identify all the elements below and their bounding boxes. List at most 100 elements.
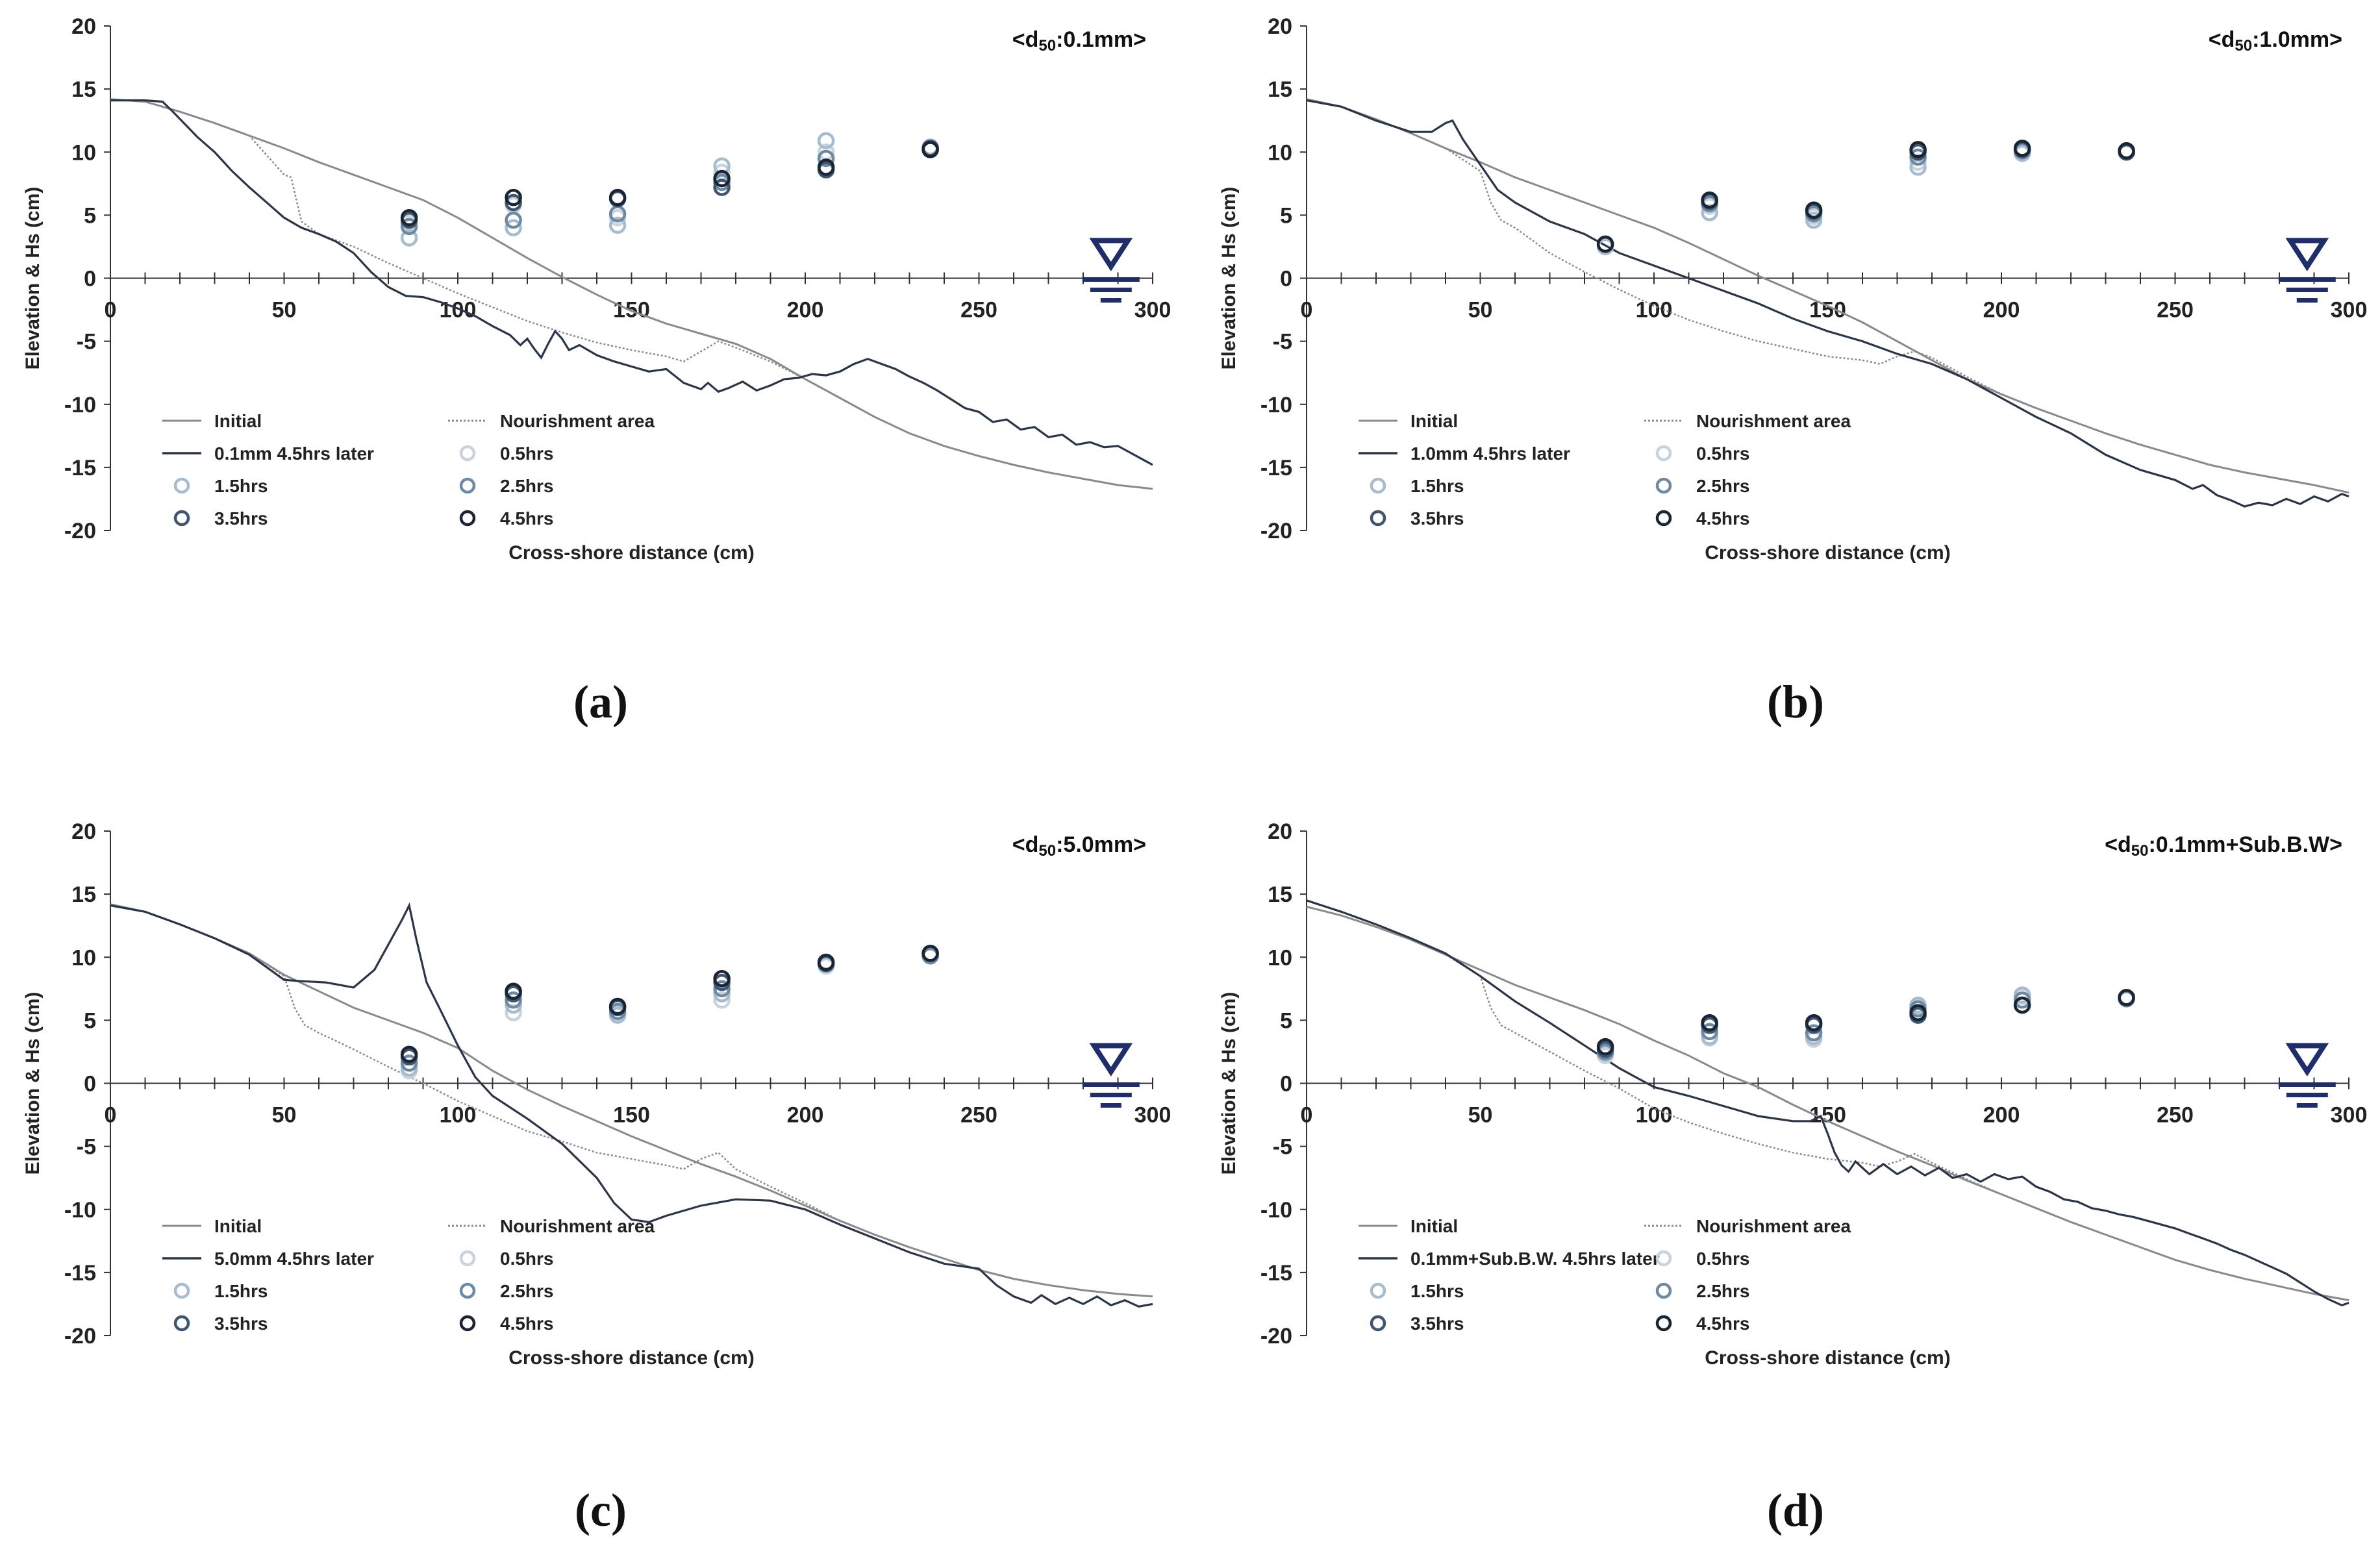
panel-title: <d50:5.0mm> [1012, 832, 1146, 860]
hs-point-t4-5 [921, 141, 939, 158]
hs-point-t4-5 [1701, 191, 1718, 209]
hs-point-t4-5 [2118, 989, 2135, 1006]
hs-point-t0-5 [1909, 153, 1927, 171]
y-tick-label: -20 [1260, 1324, 1292, 1349]
legend-swatch-t3-5 [1370, 1315, 1386, 1332]
panel-title-suffix: :0.1mm+Sub.B.W> [2148, 832, 2342, 857]
hs-point-t4-5 [2118, 142, 2135, 160]
y-tick-label: 0 [84, 267, 96, 292]
hs-point-t2-5 [713, 980, 731, 998]
legend-swatch-t0-5 [1655, 1250, 1672, 1267]
hs-point-t1-5 [817, 132, 835, 150]
y-tick-label: 20 [1268, 819, 1292, 844]
x-tick-label: 0 [105, 1103, 117, 1128]
y-tick-label: 15 [1268, 882, 1292, 907]
legend-swatch-t1-5 [1370, 477, 1386, 494]
legend-label-profile: 5.0mm 4.5hrs later [214, 1249, 374, 1269]
legend: Initial Nourishment area 1.0mm 4.5hrs late… [1359, 411, 1851, 529]
x-tick-label: 100 [440, 1103, 477, 1128]
hs-point-t4-5 [400, 1045, 418, 1064]
y-tick-label: 10 [1268, 945, 1292, 970]
y-axis-title: Elevation & Hs (cm) [1218, 187, 1240, 370]
legend-label-t1-5: 1.5hrs [1410, 1281, 1464, 1301]
panel-tag: (d) [1767, 1484, 1824, 1536]
panel-tag: (b) [1767, 676, 1824, 728]
legend-label-t2-5: 2.5hrs [500, 1281, 554, 1301]
y-tick-label: -5 [1273, 330, 1292, 355]
x-tick-label: 0 [105, 298, 117, 323]
legend-label-nourishment: Nourishment area [500, 1216, 655, 1236]
legend: Initial Nourishment area 0.1mm 4.5hrs late… [162, 411, 655, 529]
legend-label-t1-5: 1.5hrs [214, 1281, 268, 1301]
legend-swatch-t2-5 [459, 1282, 476, 1299]
y-tick-label: 10 [1268, 140, 1292, 165]
panel-title-prefix: <d [1012, 832, 1039, 857]
x-tick-label: 250 [960, 298, 997, 323]
legend-swatch-t1-5 [173, 477, 190, 494]
hs-point-t4-5 [608, 188, 627, 206]
panel-title-subscript: 50 [1038, 37, 1056, 55]
y-tick-label: -10 [1260, 393, 1292, 417]
legend-label-t2-5: 2.5hrs [500, 476, 554, 496]
x-tick-label: 100 [1636, 298, 1673, 323]
legend-swatch-t2-5 [459, 477, 476, 494]
series-profile-line [110, 902, 1153, 1308]
series-profile-line [110, 99, 1153, 466]
hs-point-t4-5 [1701, 1014, 1718, 1032]
panel-title: <d50:1.0mm> [2209, 27, 2342, 55]
x-tick-label: 200 [787, 1103, 824, 1128]
x-tick-label: 200 [787, 298, 824, 323]
legend-label-nourishment: Nourishment area [500, 411, 655, 431]
hs-point-t4-5 [608, 997, 627, 1015]
hs-point-t2-5 [1701, 1023, 1718, 1041]
legend-label-t0-5: 0.5hrs [500, 1249, 554, 1269]
x-axis-title: Cross-shore distance (cm) [508, 542, 754, 564]
legend-label-profile: 0.1mm+Sub.B.W. 4.5hrs later [1410, 1249, 1660, 1269]
y-axis-title: Elevation & Hs (cm) [22, 992, 44, 1175]
y-tick-label: -15 [1260, 456, 1292, 480]
panel-title-subscript: 50 [2131, 842, 2149, 860]
hs-point-t4-5 [817, 953, 835, 971]
legend-label-t1-5: 1.5hrs [1410, 476, 1464, 496]
hs-point-t4-5 [2013, 996, 2031, 1014]
hs-point-t4-5 [817, 158, 835, 176]
hs-point-t4-5 [400, 209, 418, 227]
panel-title: <d50:0.1mm> [1012, 27, 1146, 55]
y-tick-label: -15 [64, 1261, 96, 1286]
x-axis-title: Cross-shore distance (cm) [508, 1347, 754, 1369]
legend-swatch-t0-5 [1655, 445, 1672, 462]
x-tick-label: 150 [613, 1103, 650, 1128]
legend-label-t2-5: 2.5hrs [1696, 476, 1750, 496]
legend-label-t1-5: 1.5hrs [214, 476, 268, 496]
y-tick-label: 0 [84, 1072, 96, 1097]
water-level-icon [2285, 238, 2329, 271]
hs-point-t4-5 [1805, 1014, 1823, 1032]
legend-label-t2-5: 2.5hrs [1696, 1281, 1750, 1301]
legend-label-t3-5: 3.5hrs [1410, 508, 1464, 529]
x-tick-label: 250 [2157, 1103, 2194, 1128]
y-tick-label: -10 [64, 393, 96, 417]
panel-title-subscript: 50 [2235, 37, 2252, 55]
legend-swatch-t3-5 [173, 510, 190, 527]
y-tick-label: 10 [71, 140, 96, 165]
x-tick-label: 300 [1134, 1103, 1171, 1128]
y-tick-label: -20 [1260, 519, 1292, 543]
series-initial-line [110, 903, 1153, 1298]
hs-point-t4-5 [713, 169, 731, 188]
y-tick-label: -20 [64, 1324, 96, 1349]
hs-point-t2-5 [1909, 148, 1927, 166]
water-level-icon [1089, 1043, 1133, 1076]
panel-title-prefix: <d [2105, 832, 2131, 857]
legend-label-nourishment: Nourishment area [1696, 1216, 1851, 1236]
legend: Initial Nourishment area 5.0mm 4.5hrs late… [162, 1216, 655, 1334]
y-tick-label: 15 [1268, 77, 1292, 102]
y-axis-title: Elevation & Hs (cm) [1218, 992, 1240, 1175]
hs-point-t1-5 [608, 216, 627, 234]
panel-title-suffix: :1.0mm> [2252, 27, 2342, 52]
y-tick-label: 0 [1280, 1072, 1292, 1097]
panel-title-prefix: <d [2209, 27, 2235, 52]
x-tick-label: 300 [1134, 298, 1171, 323]
